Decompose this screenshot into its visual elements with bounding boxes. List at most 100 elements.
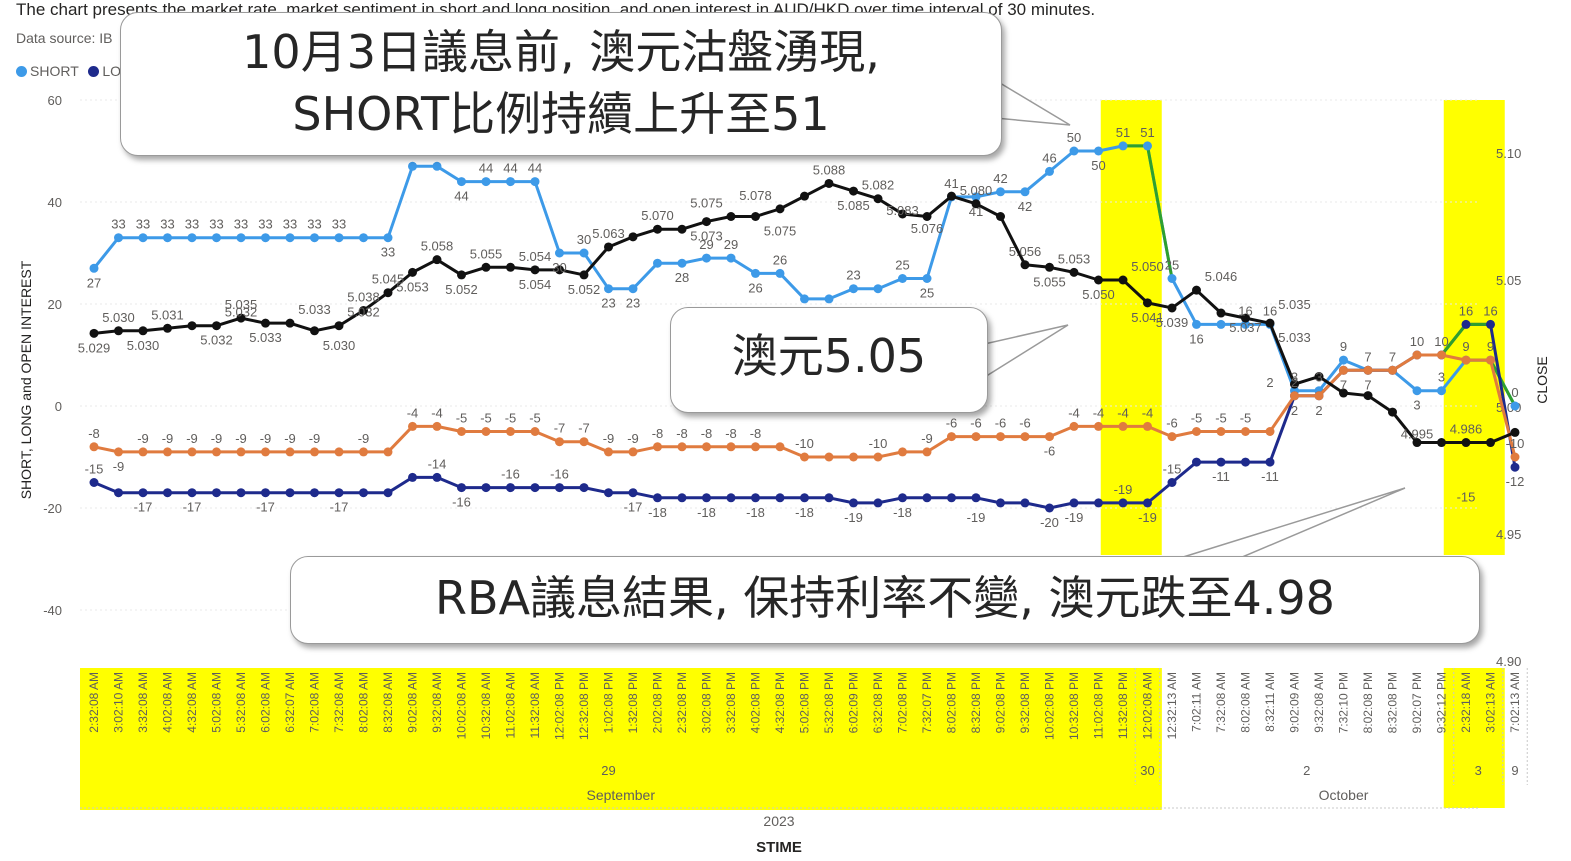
data-label: -5 <box>529 411 541 426</box>
x-tick-label: 5:32:08 PM <box>822 672 836 733</box>
data-label: 5.032 <box>200 333 233 348</box>
y-tick-label: 40 <box>48 195 62 210</box>
open-interest-point <box>849 452 858 462</box>
data-label: 5.035 <box>1278 297 1311 312</box>
data-label: -5 <box>1240 411 1252 426</box>
open-interest-point <box>163 447 172 457</box>
close-point <box>334 321 344 331</box>
short-point <box>359 233 368 243</box>
short-point <box>873 284 883 294</box>
data-label: -18 <box>795 505 814 520</box>
x-tick-label: 3:32:08 PM <box>724 672 738 733</box>
open-interest-point <box>383 447 393 457</box>
short-point <box>898 274 907 283</box>
open-interest-point <box>751 442 760 452</box>
short-point <box>579 248 589 258</box>
data-label: -10 <box>1506 436 1525 451</box>
x-tick-label: 7:02:11 AM <box>1190 672 1204 732</box>
legend-item-short[interactable]: SHORT <box>16 63 79 79</box>
x-tick-label: 11:02:08 AM <box>504 672 518 739</box>
data-label: 25 <box>895 258 909 273</box>
x-tick-label: 6:02:09 PM <box>847 672 861 733</box>
data-label: 5.052 <box>445 282 478 297</box>
long-point <box>530 483 540 493</box>
open-interest-point <box>1314 391 1324 401</box>
long-point <box>579 483 589 493</box>
day-label: 30 <box>1140 763 1154 778</box>
month-label: October <box>1319 787 1369 803</box>
data-label: 44 <box>528 161 542 176</box>
data-label: 5.054 <box>519 277 552 292</box>
close-point <box>1241 313 1250 323</box>
data-label: 5.055 <box>1033 274 1066 289</box>
x-tick-label: 9:02:07 PM <box>1410 672 1424 733</box>
data-label: 25 <box>1165 258 1179 273</box>
x-tick-label: 1:02:08 PM <box>602 672 616 733</box>
long-point <box>359 488 368 498</box>
data-label: 5.075 <box>764 224 797 239</box>
data-label: 3 <box>1413 398 1420 413</box>
close-point <box>1167 303 1177 313</box>
data-label: -9 <box>113 459 125 474</box>
open-interest-point <box>604 447 613 457</box>
short-point <box>89 263 99 273</box>
open-interest-point <box>677 442 687 452</box>
data-label: 5.063 <box>592 226 625 241</box>
close-point <box>653 224 662 234</box>
data-label: 50 <box>1091 158 1105 173</box>
open-interest-point <box>1339 365 1348 375</box>
close-point <box>1412 438 1422 448</box>
data-label: -8 <box>701 426 713 441</box>
legend[interactable]: SHORT LO <box>16 63 121 79</box>
data-label: 9 <box>1340 339 1347 354</box>
long-point <box>1461 319 1471 329</box>
data-label: 33 <box>111 217 125 232</box>
x-tick-label: 10:02:08 AM <box>455 672 469 739</box>
data-label: 41 <box>944 176 958 191</box>
short-point <box>506 177 515 187</box>
long-point <box>89 478 99 487</box>
short-point <box>1020 187 1030 197</box>
long-point <box>310 488 319 498</box>
open-interest-point <box>1241 427 1250 436</box>
data-label: 51 <box>1140 125 1154 140</box>
data-label: -5 <box>1215 411 1227 426</box>
open-interest-point <box>261 447 270 457</box>
legend-item-long[interactable]: LO <box>88 63 121 79</box>
data-label: 5.052 <box>568 282 601 297</box>
x-tick-label: 3:02:08 PM <box>700 672 714 733</box>
data-label: -19 <box>1138 510 1157 525</box>
data-label: 2 <box>1266 375 1273 390</box>
open-interest-point <box>1388 365 1397 375</box>
data-label: -9 <box>211 431 223 446</box>
long-point <box>947 493 956 503</box>
x-tick-label: 8:32:08 PM <box>1386 672 1400 733</box>
callout-short-rise-line1: 10月3日議息前, 澳元沽盤湧現, <box>242 25 880 79</box>
x-tick-label: 4:02:08 AM <box>161 672 175 733</box>
open-interest-point <box>187 447 197 457</box>
short-point <box>1192 319 1201 329</box>
data-label: -17 <box>183 500 202 515</box>
data-label: -6 <box>1019 416 1031 431</box>
x-tick-label: 7:02:08 AM <box>308 672 322 733</box>
short-point <box>457 177 466 187</box>
x-tick-label: 5:02:08 PM <box>798 672 812 733</box>
data-label: 5.038 <box>347 289 380 304</box>
long-point <box>1118 498 1128 508</box>
short-point <box>1167 274 1177 283</box>
long-point <box>702 493 711 503</box>
data-label: 30 <box>577 232 591 247</box>
data-label: 5.056 <box>1009 244 1042 259</box>
close-point <box>996 212 1005 221</box>
data-label: 5.029 <box>78 340 111 355</box>
open-interest-point <box>971 432 981 442</box>
data-label: 30 <box>552 260 566 275</box>
long-point <box>751 493 760 503</box>
callout-rba-decision: RBA議息結果, 保持利率不變, 澳元跌至4.98 <box>290 556 1480 644</box>
open-interest-point <box>530 427 540 436</box>
x-tick-label: 9:02:08 PM <box>994 672 1008 733</box>
x-tick-label: 8:32:08 PM <box>969 672 983 733</box>
data-label: -10 <box>795 436 814 451</box>
short-point <box>775 268 785 278</box>
open-interest-point <box>359 447 368 457</box>
